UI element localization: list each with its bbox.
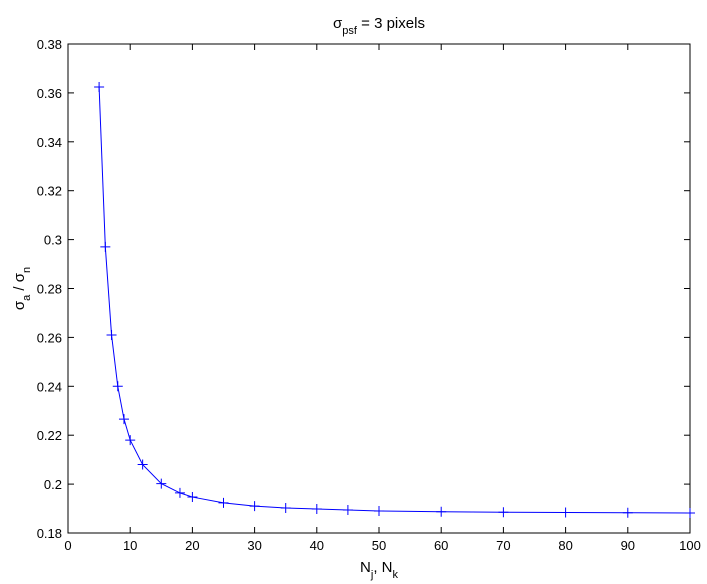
data-marker (112, 381, 123, 392)
y-tick-label: 0.3 (44, 233, 62, 248)
y-tick-label: 0.18 (37, 526, 62, 541)
y-axis-label: σa / σn (11, 267, 33, 310)
data-marker (156, 478, 167, 489)
x-tick-label: 50 (372, 538, 386, 553)
x-tick-label: 100 (679, 538, 701, 553)
x-tick-label: 40 (310, 538, 324, 553)
x-axis-label-part: k (392, 569, 398, 581)
data-marker (498, 507, 509, 518)
data-marker (560, 507, 571, 518)
x-axis-label-part: j (370, 569, 373, 581)
data-marker (125, 435, 136, 446)
data-marker (685, 507, 695, 518)
x-tick-label: 90 (621, 538, 635, 553)
y-tick-label: 0.32 (37, 184, 62, 199)
y-tick-label: 0.28 (37, 282, 62, 297)
data-marker (106, 329, 117, 340)
y-tick-label: 0.38 (37, 37, 62, 52)
x-tick-label: 10 (123, 538, 137, 553)
x-axis-label-part: N (360, 559, 371, 576)
data-marker (249, 501, 260, 512)
chart-title-part: psf (342, 25, 358, 37)
y-tick-label: 0.22 (37, 428, 62, 443)
data-marker (622, 507, 633, 518)
x-tick-label: 70 (496, 538, 510, 553)
x-axis-label-part: , N (373, 559, 392, 576)
data-marker (174, 487, 185, 498)
x-axis-label: Nj, Nk (360, 559, 398, 581)
y-axis-label-part: / σ (11, 272, 28, 295)
y-axis-label-part: a (21, 294, 33, 301)
y-tick-label: 0.34 (37, 135, 62, 150)
y-axis-label-part: n (21, 267, 33, 273)
data-marker (100, 241, 111, 252)
chart-title: σpsf = 3 pixels (333, 15, 425, 37)
data-marker (280, 503, 291, 514)
x-tick-label: 80 (558, 538, 572, 553)
y-axis-label-part: σ (11, 300, 28, 310)
x-tick-label: 30 (247, 538, 261, 553)
x-tick-label: 0 (64, 538, 71, 553)
chart-title-part: σ (333, 15, 343, 32)
y-tick-label: 0.2 (44, 477, 62, 492)
x-tick-label: 20 (185, 538, 199, 553)
data-marker (342, 505, 353, 516)
y-tick-label: 0.24 (37, 379, 62, 394)
data-marker (187, 492, 198, 503)
y-tick-label: 0.36 (37, 86, 62, 101)
data-marker (218, 497, 229, 508)
y-tick-label: 0.26 (37, 330, 62, 345)
data-marker (118, 414, 129, 425)
chart-title-part: = 3 pixels (357, 15, 425, 32)
data-marker (94, 82, 105, 93)
data-marker (311, 504, 322, 515)
data-marker (374, 505, 384, 516)
data-marker (137, 459, 148, 470)
data-marker (436, 506, 447, 517)
x-tick-label: 60 (434, 538, 448, 553)
